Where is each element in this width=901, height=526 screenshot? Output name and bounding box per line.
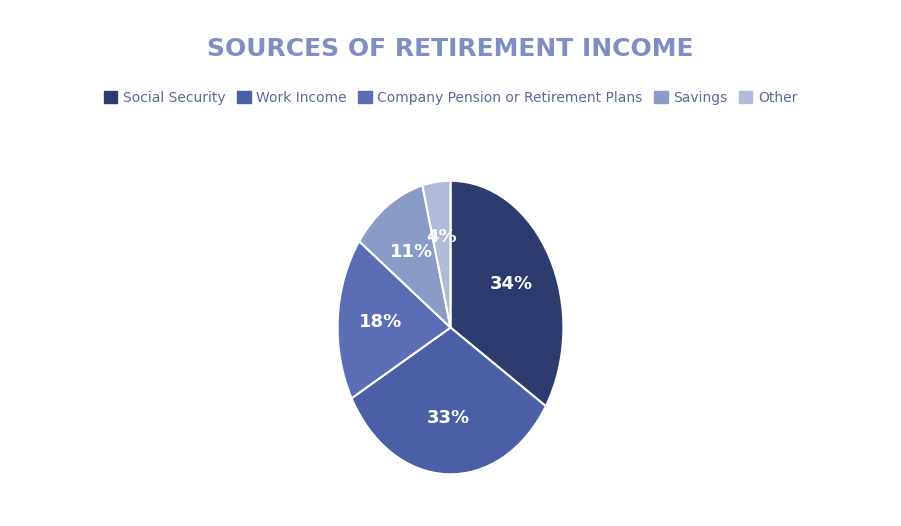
Text: 33%: 33% bbox=[427, 410, 469, 428]
Text: SOURCES OF RETIREMENT INCOME: SOURCES OF RETIREMENT INCOME bbox=[207, 37, 694, 61]
Wedge shape bbox=[450, 181, 563, 406]
Legend: Social Security, Work Income, Company Pension or Retirement Plans, Savings, Othe: Social Security, Work Income, Company Pe… bbox=[98, 85, 803, 110]
Text: 18%: 18% bbox=[359, 313, 402, 331]
Text: 34%: 34% bbox=[490, 275, 533, 292]
Text: 4%: 4% bbox=[426, 228, 457, 246]
Wedge shape bbox=[423, 181, 450, 328]
Wedge shape bbox=[351, 328, 546, 474]
Text: 11%: 11% bbox=[389, 244, 432, 261]
Wedge shape bbox=[359, 185, 450, 328]
Wedge shape bbox=[338, 241, 450, 398]
